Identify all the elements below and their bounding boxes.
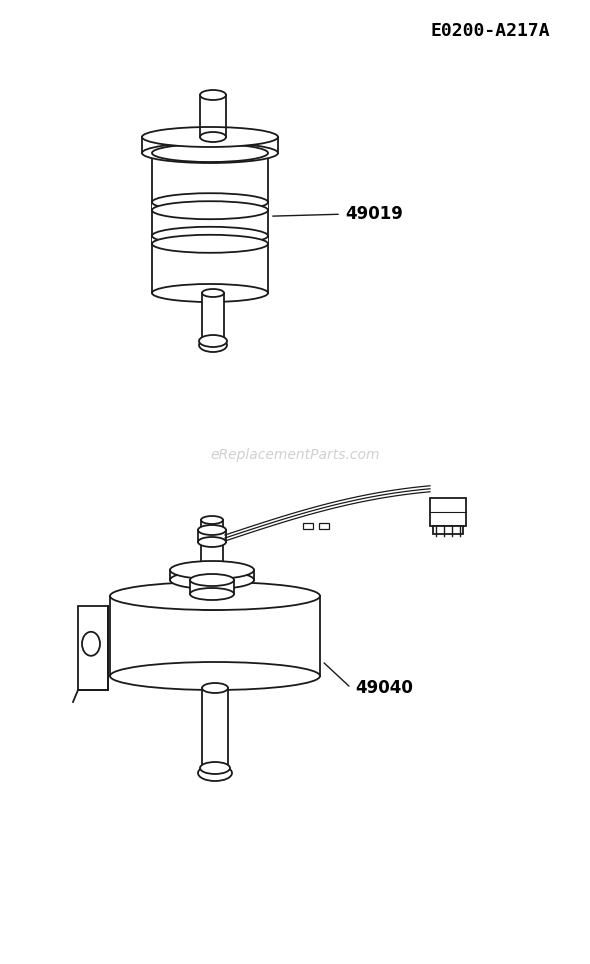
Ellipse shape: [110, 662, 320, 690]
Bar: [303, 523, 313, 529]
Ellipse shape: [200, 762, 230, 774]
Bar: [152, 153, 268, 293]
Bar: [200, 95, 226, 137]
Bar: [142, 137, 278, 153]
Ellipse shape: [180, 594, 244, 610]
Bar: [152, 235, 268, 245]
Ellipse shape: [198, 765, 232, 781]
Ellipse shape: [152, 193, 268, 211]
Ellipse shape: [202, 763, 228, 773]
Bar: [190, 580, 234, 594]
Ellipse shape: [199, 335, 227, 347]
Ellipse shape: [170, 571, 254, 589]
Bar: [430, 498, 466, 526]
Ellipse shape: [110, 582, 320, 610]
Ellipse shape: [200, 90, 226, 100]
Ellipse shape: [190, 588, 234, 600]
Ellipse shape: [152, 144, 268, 162]
Bar: [319, 523, 329, 529]
Ellipse shape: [201, 566, 223, 574]
Bar: [202, 688, 228, 768]
Ellipse shape: [142, 143, 278, 163]
Ellipse shape: [198, 537, 226, 547]
Text: 49040: 49040: [355, 679, 413, 697]
Ellipse shape: [152, 284, 268, 302]
Ellipse shape: [152, 201, 268, 219]
Bar: [152, 201, 268, 211]
Bar: [110, 596, 320, 676]
Ellipse shape: [202, 289, 224, 297]
FancyBboxPatch shape: [78, 606, 108, 690]
Bar: [202, 293, 224, 341]
Bar: [201, 520, 223, 570]
Bar: [170, 570, 254, 580]
Ellipse shape: [170, 561, 254, 579]
Ellipse shape: [152, 227, 268, 245]
Text: eReplacementParts.com: eReplacementParts.com: [210, 448, 380, 462]
Bar: [433, 526, 463, 534]
Ellipse shape: [199, 338, 227, 352]
Text: 49019: 49019: [345, 205, 403, 224]
Ellipse shape: [82, 631, 100, 656]
Ellipse shape: [190, 574, 234, 586]
Ellipse shape: [142, 127, 278, 147]
Ellipse shape: [202, 683, 228, 693]
Ellipse shape: [152, 235, 268, 253]
Ellipse shape: [186, 588, 238, 600]
Text: E0200-A217A: E0200-A217A: [430, 22, 550, 40]
Ellipse shape: [201, 516, 223, 524]
Ellipse shape: [202, 337, 224, 345]
Bar: [198, 530, 226, 542]
Ellipse shape: [200, 132, 226, 142]
Ellipse shape: [198, 525, 226, 535]
